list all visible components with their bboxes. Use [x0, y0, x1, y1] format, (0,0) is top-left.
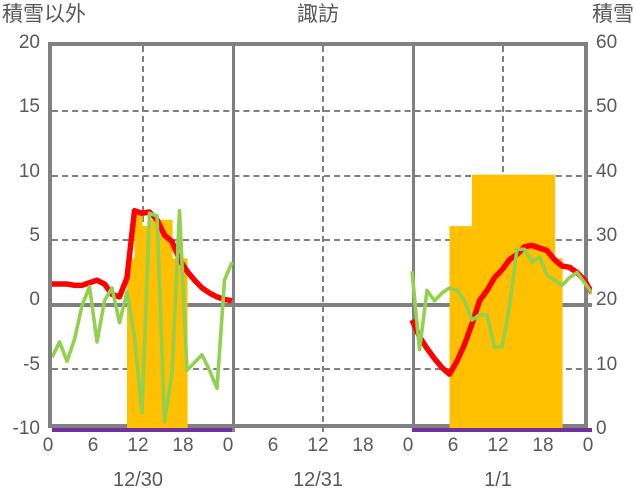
bar-rect — [517, 174, 526, 432]
y-axis-tick-label-left: -5 — [23, 353, 40, 375]
y-axis-tick-label-right: 20 — [596, 289, 618, 311]
bar-rect — [479, 174, 488, 432]
right-axis-title: 積雪 — [592, 3, 634, 26]
bar-rect — [134, 213, 143, 432]
y-axis-tick-label-right: 30 — [596, 225, 618, 246]
gridline-day-boundary — [232, 46, 235, 432]
x-axis-tick-label: 6 — [447, 435, 459, 456]
x-axis-day-label: 1/1 — [484, 469, 512, 491]
y-axis-tick-label-left: 10 — [18, 160, 40, 182]
plot-inner — [52, 46, 592, 432]
bar-rect — [149, 219, 158, 432]
x-axis-tick-label: 12 — [127, 435, 149, 456]
y-axis-tick-label-left: 5 — [29, 225, 40, 246]
bar-rect — [547, 174, 556, 432]
x-axis-tick-label: 12 — [307, 435, 329, 456]
bar-rect — [554, 258, 563, 432]
other-line — [410, 247, 592, 352]
left-axis-title: 積雪以外 — [2, 3, 86, 26]
x-axis-tick-label: 0 — [402, 435, 414, 456]
y-axis-tick-label-left: -10 — [12, 418, 40, 439]
x-axis-tick-label: 18 — [352, 435, 374, 456]
temperature-line — [409, 242, 592, 377]
page-title: 諏訪 — [297, 3, 339, 26]
x-axis-tick-label: 0 — [582, 435, 594, 456]
x-axis-day-label: 12/30 — [112, 469, 164, 491]
x-axis-tick-label: 18 — [172, 435, 194, 456]
x-axis-tick-label: 0 — [222, 435, 234, 456]
bar-rect — [449, 226, 458, 432]
bar-rect — [532, 174, 541, 432]
bar-rect — [524, 174, 533, 432]
temperature-line — [52, 207, 233, 304]
y-axis-tick-label-right: 50 — [596, 96, 618, 118]
bar-rect — [457, 226, 466, 432]
bar-rect — [539, 174, 548, 432]
x-axis-tick-label: 12 — [487, 435, 509, 456]
x-axis-tick-label: 6 — [267, 435, 279, 456]
series-layer — [52, 174, 592, 432]
y-axis-tick-label-right: 40 — [596, 160, 618, 182]
y-axis-tick-label-left: 20 — [18, 32, 40, 53]
x-axis-day-label: 12/31 — [292, 469, 344, 491]
y-axis-tick-label-right: 0 — [596, 418, 607, 439]
y-axis-tick-label-left: 15 — [18, 96, 40, 118]
gridline-midday — [322, 46, 324, 432]
other-line — [52, 208, 234, 424]
bar-rect — [509, 174, 518, 432]
bar-series — [127, 174, 563, 432]
gridline-day-boundary — [412, 46, 415, 432]
bar-rect — [487, 174, 496, 432]
bar-rect — [127, 258, 136, 432]
plot-area — [48, 42, 592, 432]
x-axis-tick-label: 18 — [532, 435, 554, 456]
bar-rect — [502, 174, 511, 432]
bar-rect — [179, 258, 188, 432]
bar-rect — [494, 174, 503, 432]
y-axis-tick-label-left: 0 — [29, 289, 40, 311]
bar-rect — [164, 219, 173, 432]
x-axis-tick-label: 0 — [42, 435, 54, 456]
y-axis-tick-label-right: 10 — [596, 353, 618, 375]
bar-rect — [172, 258, 181, 432]
y-axis-tick-label-right: 60 — [596, 32, 618, 53]
x-axis-tick-label: 6 — [87, 435, 99, 456]
